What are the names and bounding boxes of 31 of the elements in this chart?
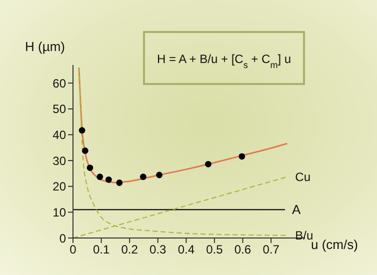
x-tick-label: 0.7 [262, 242, 280, 257]
point [96, 174, 104, 180]
y-tick-label: 0 [59, 231, 66, 246]
x-tick-label: 0.6 [234, 242, 252, 257]
point [205, 160, 212, 168]
x-tick-label: 0.4 [178, 242, 195, 257]
point [78, 127, 86, 134]
point [238, 153, 246, 160]
x-tick-label: 0.5 [206, 242, 224, 257]
point [82, 148, 88, 154]
annotation: H = A + B/u + [C$_{s}$ + C$_{m}$] u [156, 52, 292, 70]
x-tick-label: 0.1 [92, 242, 110, 257]
point [105, 176, 112, 183]
y-tick-label: 60 [52, 76, 66, 90]
y-tick-label: 50 [52, 102, 66, 116]
point [86, 164, 94, 171]
x-axis-title: u (cm/s) [311, 237, 358, 252]
x-tick-label: 0.2 [121, 242, 138, 257]
x-tick-label: 0 [70, 242, 77, 257]
y-axis-title: H (µm) [25, 39, 65, 54]
ref-line-label: A [292, 202, 301, 218]
point [156, 172, 162, 178]
y-tick-label: 30 [52, 154, 66, 168]
y-tick-label: 40 [52, 128, 66, 142]
y-tick-label: 10 [52, 205, 66, 220]
point [116, 180, 123, 186]
point [140, 174, 146, 180]
x-tick-label: 0.3 [150, 242, 167, 257]
series-label: Cu [295, 170, 311, 184]
series-label: B/u [295, 228, 314, 242]
y-tick-label: 20 [52, 180, 66, 194]
